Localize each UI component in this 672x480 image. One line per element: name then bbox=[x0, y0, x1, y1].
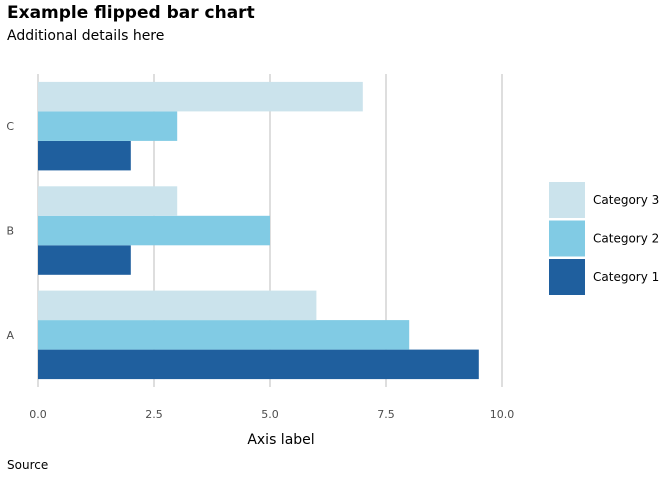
y-tick-label: A bbox=[6, 329, 14, 342]
x-axis-ticks: 0.0 2.5 5.0 7.5 10.0 bbox=[29, 408, 514, 421]
bar-C-category-1 bbox=[38, 140, 131, 171]
y-tick-label: C bbox=[6, 120, 14, 133]
x-axis-label: Axis label bbox=[247, 432, 314, 448]
x-tick-label: 2.5 bbox=[145, 408, 163, 421]
legend-swatch bbox=[549, 259, 585, 295]
bar-B-category-2 bbox=[38, 215, 270, 246]
x-tick-label: 0.0 bbox=[29, 408, 47, 421]
x-tick-label: 10.0 bbox=[490, 408, 515, 421]
chart-title: Example flipped bar chart bbox=[7, 3, 255, 23]
x-tick-label: 7.5 bbox=[377, 408, 395, 421]
legend-swatch bbox=[549, 182, 585, 218]
chart-subtitle: Additional details here bbox=[7, 28, 165, 44]
legend-label: Category 2 bbox=[593, 232, 659, 246]
chart-caption: Source bbox=[7, 458, 49, 472]
legend-label: Category 1 bbox=[593, 270, 659, 284]
bar-B-category-3 bbox=[38, 186, 178, 216]
bars bbox=[38, 81, 479, 380]
bar-A-category-1 bbox=[38, 349, 479, 380]
bar-B-category-1 bbox=[38, 245, 131, 275]
legend-swatch bbox=[549, 220, 585, 257]
y-axis-ticks: A B C bbox=[6, 120, 14, 342]
x-tick-label: 5.0 bbox=[261, 408, 279, 421]
legend: Category 3 Category 2 Category 1 bbox=[549, 182, 659, 295]
bar-A-category-3 bbox=[38, 290, 317, 321]
bar-C-category-3 bbox=[38, 81, 363, 112]
bar-C-category-2 bbox=[38, 111, 178, 141]
bar-A-category-2 bbox=[38, 320, 410, 350]
y-tick-label: B bbox=[6, 225, 14, 238]
legend-label: Category 3 bbox=[593, 193, 659, 207]
